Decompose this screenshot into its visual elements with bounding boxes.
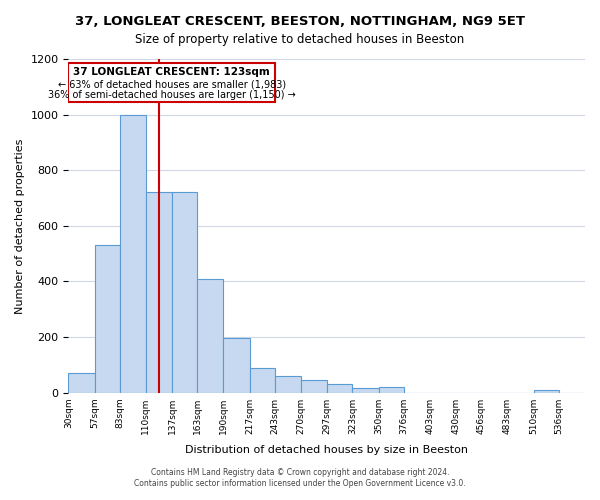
Y-axis label: Number of detached properties: Number of detached properties — [15, 138, 25, 314]
Text: Contains HM Land Registry data © Crown copyright and database right 2024.
Contai: Contains HM Land Registry data © Crown c… — [134, 468, 466, 487]
Text: 37, LONGLEAT CRESCENT, BEESTON, NOTTINGHAM, NG9 5ET: 37, LONGLEAT CRESCENT, BEESTON, NOTTINGH… — [75, 15, 525, 28]
Bar — [120, 114, 146, 392]
Bar — [301, 380, 327, 392]
Bar — [95, 246, 120, 392]
Bar — [533, 390, 559, 392]
Bar — [352, 388, 379, 392]
Text: ← 63% of detached houses are smaller (1,983): ← 63% of detached houses are smaller (1,… — [58, 80, 286, 90]
Bar — [172, 192, 197, 392]
FancyBboxPatch shape — [68, 63, 275, 102]
Bar — [223, 338, 250, 392]
Bar — [275, 376, 301, 392]
Bar — [197, 278, 223, 392]
X-axis label: Distribution of detached houses by size in Beeston: Distribution of detached houses by size … — [185, 445, 468, 455]
Bar — [68, 373, 95, 392]
Text: 36% of semi-detached houses are larger (1,150) →: 36% of semi-detached houses are larger (… — [48, 90, 296, 100]
Text: Size of property relative to detached houses in Beeston: Size of property relative to detached ho… — [136, 32, 464, 46]
Text: 37 LONGLEAT CRESCENT: 123sqm: 37 LONGLEAT CRESCENT: 123sqm — [73, 67, 270, 77]
Bar — [327, 384, 352, 392]
Bar — [379, 386, 404, 392]
Bar — [250, 368, 275, 392]
Bar — [146, 192, 172, 392]
